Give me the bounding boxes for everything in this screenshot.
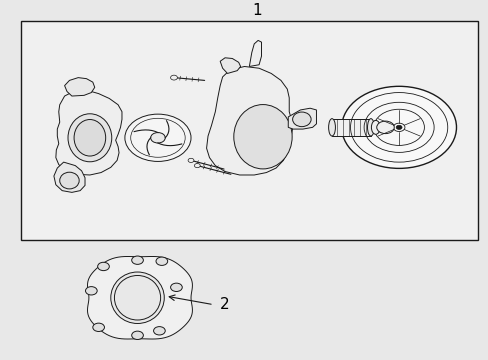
Ellipse shape xyxy=(60,172,79,189)
Ellipse shape xyxy=(367,119,373,136)
Text: 2: 2 xyxy=(220,297,229,312)
Polygon shape xyxy=(287,108,316,129)
Ellipse shape xyxy=(371,120,379,134)
Polygon shape xyxy=(87,256,192,339)
Ellipse shape xyxy=(68,114,112,162)
Circle shape xyxy=(85,287,97,295)
Polygon shape xyxy=(220,58,240,73)
Circle shape xyxy=(150,132,165,143)
Circle shape xyxy=(376,121,393,134)
Circle shape xyxy=(124,114,191,161)
Polygon shape xyxy=(64,78,95,96)
Polygon shape xyxy=(56,90,122,175)
Circle shape xyxy=(98,262,109,271)
Polygon shape xyxy=(206,67,292,175)
Circle shape xyxy=(188,158,194,162)
Ellipse shape xyxy=(233,104,291,169)
Circle shape xyxy=(93,323,104,332)
Circle shape xyxy=(341,86,456,168)
Circle shape xyxy=(170,283,182,292)
Circle shape xyxy=(153,327,165,335)
Bar xyxy=(21,21,477,240)
Circle shape xyxy=(395,125,401,130)
Polygon shape xyxy=(249,40,261,67)
Circle shape xyxy=(194,163,200,168)
Circle shape xyxy=(156,257,167,265)
Ellipse shape xyxy=(111,272,164,324)
Ellipse shape xyxy=(292,112,310,127)
Circle shape xyxy=(131,256,143,264)
Polygon shape xyxy=(331,119,370,136)
Polygon shape xyxy=(54,162,85,192)
Ellipse shape xyxy=(74,120,105,156)
Text: 1: 1 xyxy=(251,3,261,18)
Ellipse shape xyxy=(328,119,335,136)
Circle shape xyxy=(170,75,177,80)
Circle shape xyxy=(131,331,143,339)
